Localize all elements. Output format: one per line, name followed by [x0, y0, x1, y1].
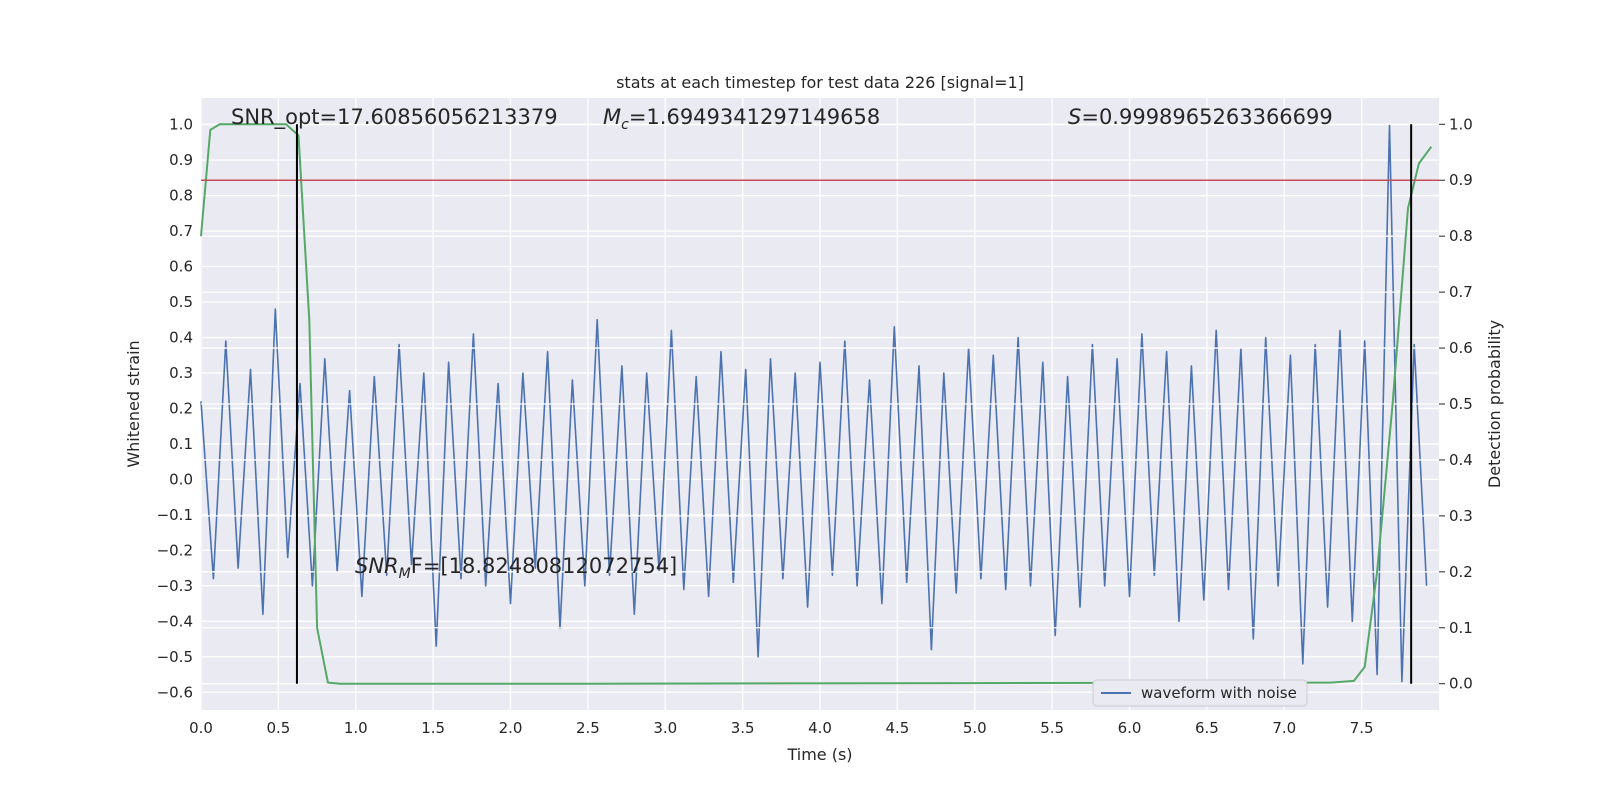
y-tick-label: −0.3 — [157, 577, 193, 595]
annotation-text: =1.6949341297149658 — [629, 105, 880, 129]
annotation: SNRMF=[18.82480812072754] — [355, 554, 677, 582]
x-tick-label: 2.5 — [576, 719, 600, 737]
annotation-subscript: M — [399, 566, 411, 582]
y-tick-label: 0.5 — [169, 293, 193, 311]
y2-tick-label: 0.6 — [1449, 339, 1473, 357]
x-axis-label: Time (s) — [786, 745, 852, 764]
annotation-subscript: c — [621, 117, 629, 133]
legend-label: waveform with noise — [1141, 684, 1297, 702]
y2-tick-label: 0.3 — [1449, 507, 1473, 525]
x-tick-label: 2.0 — [499, 719, 523, 737]
y-tick-label: −0.6 — [157, 683, 193, 701]
y-tick-label: −0.4 — [157, 612, 193, 630]
y-tick-label: 1.0 — [169, 116, 193, 134]
x-tick-label: 1.5 — [421, 719, 445, 737]
x-tick-label: 7.0 — [1272, 719, 1296, 737]
y-tick-label: 0.6 — [169, 258, 193, 276]
y2-axis-label: Detection probability — [1485, 320, 1504, 488]
y-tick-label: −0.1 — [157, 506, 193, 524]
y-tick-label: −0.5 — [157, 648, 193, 666]
x-tick-label: 5.0 — [963, 719, 987, 737]
y-tick-label: 0.7 — [169, 222, 193, 240]
x-tick-label: 5.5 — [1040, 719, 1064, 737]
x-tick-label: 4.5 — [885, 719, 909, 737]
y2-tick-label: 0.1 — [1449, 619, 1473, 637]
y2-tick-label: 0.7 — [1449, 283, 1473, 301]
y2-tick-label: 0.5 — [1449, 395, 1473, 413]
annotation-symbol: SNR — [355, 554, 399, 578]
x-tick-label: 7.5 — [1350, 719, 1374, 737]
y2-tick-label: 0.2 — [1449, 563, 1473, 581]
y-tick-label: 0.1 — [169, 435, 193, 453]
x-tick-label: 6.0 — [1118, 719, 1142, 737]
x-tick-label: 3.5 — [731, 719, 755, 737]
annotation: Mc=1.6949341297149658 — [603, 105, 880, 133]
x-tick-label: 0.0 — [189, 719, 213, 737]
y-tick-label: −0.2 — [157, 541, 193, 559]
annotation-symbol: M — [603, 105, 621, 129]
y-axis-label: Whitened strain — [124, 340, 143, 467]
annotation-text: SNR_opt=17.60856056213379 — [231, 105, 558, 130]
y-tick-label: 0.3 — [169, 364, 193, 382]
x-tick-label: 0.5 — [266, 719, 290, 737]
y2-tick-label: 0.0 — [1449, 675, 1473, 693]
annotation: SNR_opt=17.60856056213379 — [231, 105, 558, 130]
y2-tick-label: 0.4 — [1449, 451, 1473, 469]
chart-title: stats at each timestep for test data 226… — [616, 73, 1024, 92]
y2-tick-label: 0.8 — [1449, 227, 1473, 245]
x-tick-label: 4.0 — [808, 719, 832, 737]
annotation-text: F=[18.82480812072754] — [411, 554, 678, 578]
x-tick-label: 3.0 — [653, 719, 677, 737]
line-series — [200, 123, 1433, 685]
annotation: S=0.9998965263366699 — [1068, 105, 1333, 129]
annotation-symbol: S — [1068, 105, 1081, 129]
x-tick-label: 6.5 — [1195, 719, 1219, 737]
legend — [1092, 679, 1308, 707]
y-tick-label: 0.0 — [169, 470, 193, 488]
y-tick-label: 0.2 — [169, 399, 193, 417]
y2-tick-label: 1.0 — [1449, 115, 1473, 133]
y-tick-label: 0.4 — [169, 328, 193, 346]
y-tick-label: 0.9 — [169, 151, 193, 169]
y2-tick-label: 0.9 — [1449, 171, 1473, 189]
y-tick-label: 0.8 — [169, 187, 193, 205]
annotation-text: =0.9998965263366699 — [1081, 105, 1332, 129]
x-tick-label: 1.0 — [344, 719, 368, 737]
